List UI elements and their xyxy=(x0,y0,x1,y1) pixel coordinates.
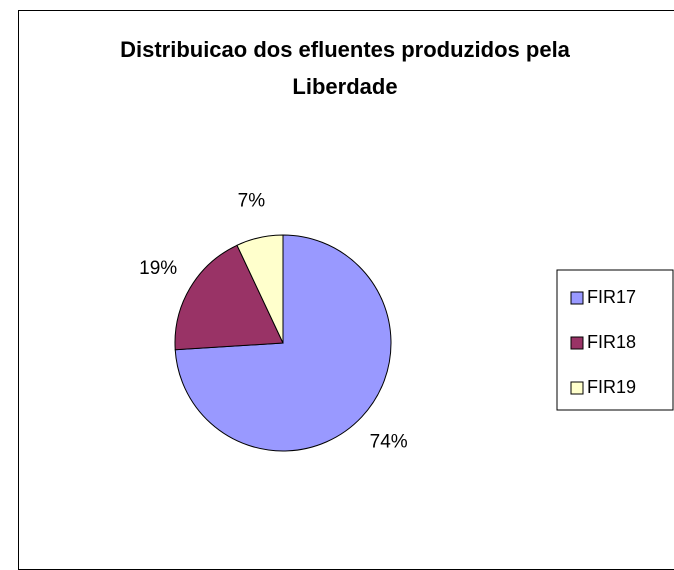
pie-slice xyxy=(236,234,284,344)
legend-label: FIR19 xyxy=(587,377,636,397)
legend-label: FIR17 xyxy=(587,287,636,307)
legend-label: FIR18 xyxy=(587,332,636,352)
legend-swatch xyxy=(570,381,584,395)
chart-title: Distribuicao dos efluentes produzidos pe… xyxy=(120,37,570,99)
data-label: 19% xyxy=(139,258,177,279)
data-label: 74% xyxy=(370,431,408,452)
pie-slice xyxy=(174,244,284,351)
page: 74% 19% 7% FIR17 FIR18 FIR19 Distribuicao dos… xyxy=(18,10,674,570)
legend-swatch xyxy=(570,291,584,305)
data-label: 7% xyxy=(238,191,266,212)
legend-swatch xyxy=(570,336,584,350)
chart: 74% 19% 7% FIR17 FIR18 FIR19 xyxy=(139,191,674,452)
